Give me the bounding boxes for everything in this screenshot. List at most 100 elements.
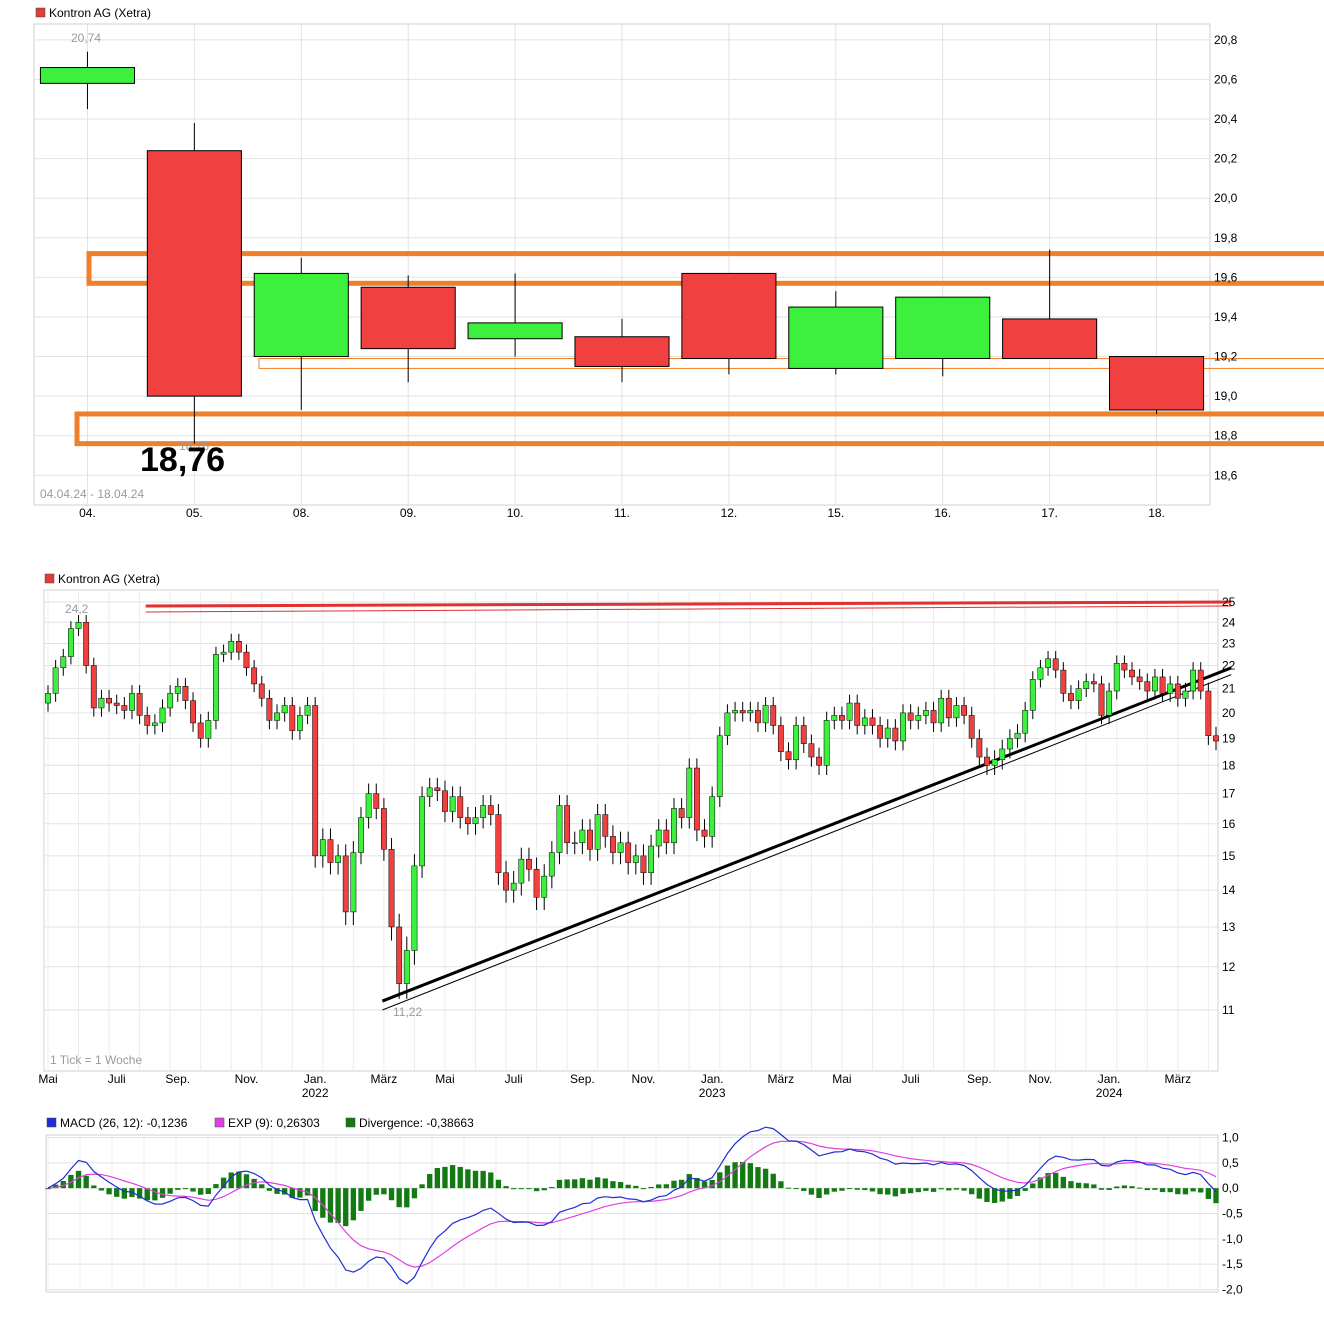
- weekly-candle-body: [816, 756, 822, 766]
- macd-y-tick-label: 1,0: [1222, 1131, 1239, 1145]
- weekly-x-tick-label: Nov.: [632, 1072, 656, 1086]
- weekly-candle-body: [182, 686, 189, 701]
- weekly-y-tick-label: 24: [1222, 615, 1236, 629]
- weekly-y-tick-label: 22: [1222, 659, 1236, 673]
- weekly-candle-body: [281, 705, 288, 714]
- daily-y-tick-label: 20,4: [1214, 112, 1238, 126]
- weekly-candle-body: [327, 839, 334, 863]
- weekly-candle-body: [1090, 681, 1097, 685]
- weekly-candle-body: [686, 767, 693, 818]
- weekly-x-tick-label: Juli: [902, 1072, 920, 1086]
- daily-x-tick-label: 18.: [1148, 506, 1165, 520]
- candle-body: [253, 272, 349, 358]
- weekly-candle-body: [503, 872, 509, 891]
- weekly-candle-body: [854, 702, 861, 726]
- weekly-candle-body: [472, 817, 479, 825]
- daily-y-axis: 20,8 20,6 20,4 20,2 20,0 19,8 19,6 19,4 19,2 19,0…: [1214, 33, 1238, 482]
- weekly-y-tick-label: 14: [1222, 883, 1236, 897]
- trendline: [381, 666, 1232, 1003]
- weekly-candle-body: [953, 705, 960, 719]
- macd-legend-swatch: [46, 1117, 57, 1128]
- divergence-bar: [1030, 1183, 1036, 1189]
- divergence-bar: [159, 1188, 166, 1198]
- divergence-bar: [617, 1182, 624, 1189]
- divergence-bar: [365, 1188, 372, 1201]
- weekly-candle-body: [945, 697, 952, 719]
- macd-legend-swatch: [345, 1117, 356, 1128]
- weekly-candle-body: [518, 858, 525, 884]
- weekly-candle-body: [228, 641, 235, 653]
- weekly-candle-body: [1029, 679, 1036, 711]
- divergence-bar: [427, 1174, 433, 1189]
- weekly-y-tick-label: 13: [1222, 920, 1236, 934]
- weekly-candle-body: [579, 829, 586, 844]
- divergence-bar: [1045, 1173, 1051, 1189]
- divergence-bar: [1114, 1186, 1120, 1189]
- weekly-candle-body: [487, 805, 494, 815]
- divergence-bar: [52, 1184, 59, 1189]
- divergence-bar: [396, 1188, 402, 1208]
- divergence-bar: [243, 1174, 250, 1189]
- weekly-candle-body: [907, 712, 914, 721]
- divergence-bar: [961, 1188, 967, 1191]
- divergence-bar: [358, 1188, 364, 1211]
- weekly-x-tick-label: Jan.: [701, 1072, 724, 1086]
- divergence-bar: [549, 1187, 555, 1189]
- weekly-x-tick-label: März: [1164, 1072, 1191, 1086]
- weekly-candle-body: [235, 641, 242, 653]
- weekly-candle-body: [373, 793, 380, 809]
- divergence-bar: [946, 1188, 952, 1191]
- weekly-low-label: 11,22: [393, 1005, 422, 1019]
- divergence-bar: [892, 1188, 899, 1197]
- weekly-y-tick-label: 19: [1222, 731, 1236, 745]
- weekly-trendlines: [145, 600, 1232, 1011]
- weekly-x-tick-label: Jan.: [1098, 1072, 1121, 1086]
- divergence-bar: [541, 1188, 547, 1191]
- weekly-candle-body: [900, 712, 906, 742]
- divergence-bar: [327, 1188, 334, 1223]
- divergence-bar: [1098, 1188, 1105, 1190]
- divergence-bar: [1014, 1188, 1021, 1196]
- weekly-candle-body: [1045, 658, 1051, 669]
- weekly-candle-body: [449, 796, 456, 812]
- weekly-candle-body: [762, 705, 769, 724]
- weekly-y-tick-label: 23: [1222, 636, 1236, 650]
- divergence-bar: [900, 1188, 906, 1194]
- weekly-candle-body: [808, 743, 815, 758]
- divergence-bar: [717, 1172, 723, 1189]
- weekly-candle-body: [617, 842, 624, 853]
- weekly-legend-title: Kontron AG (Xetra): [58, 572, 160, 586]
- weekly-candle-body: [426, 787, 433, 797]
- weekly-candle-body: [1197, 669, 1204, 692]
- divergence-bar: [732, 1162, 738, 1189]
- weekly-candle-body: [716, 735, 723, 797]
- weekly-candle-body: [167, 693, 174, 709]
- weekly-y-tick-label: 21: [1222, 682, 1236, 696]
- divergence-bar: [83, 1175, 89, 1189]
- weekly-candle-body: [495, 814, 502, 873]
- divergence-bar: [335, 1188, 341, 1223]
- divergence-bar: [1060, 1176, 1066, 1189]
- weekly-candle-body: [609, 836, 616, 853]
- price-zone: [74, 411, 1324, 447]
- daily-legend-title: Kontron AG (Xetra): [49, 6, 151, 20]
- weekly-x-tick-label: Nov.: [1029, 1072, 1053, 1086]
- weekly-candle-body: [961, 705, 968, 716]
- divergence-bar: [808, 1188, 815, 1195]
- daily-x-tick-label: 10.: [507, 506, 524, 520]
- divergence-bar: [1190, 1188, 1196, 1192]
- weekly-candle-body: [1113, 663, 1120, 692]
- weekly-candle-body: [197, 722, 204, 739]
- divergence-bar: [1037, 1177, 1044, 1189]
- weekly-candle-body: [304, 705, 311, 716]
- divergence-bar: [190, 1188, 196, 1192]
- weekly-x-tick-label: März: [768, 1072, 795, 1086]
- weekly-candle-body: [1052, 658, 1059, 671]
- weekly-candle-body: [632, 855, 639, 863]
- daily-candlestick-chart: 20,8 20,6 20,4 20,2 20,0 19,8 19,6 19,4 19,2 19,0…: [33, 6, 1324, 520]
- macd-y-tick-label: -0,5: [1222, 1207, 1243, 1221]
- weekly-candle-body: [388, 849, 395, 928]
- weekly-x-tick-label: Mai: [435, 1072, 454, 1086]
- weekly-candle-body: [266, 697, 273, 721]
